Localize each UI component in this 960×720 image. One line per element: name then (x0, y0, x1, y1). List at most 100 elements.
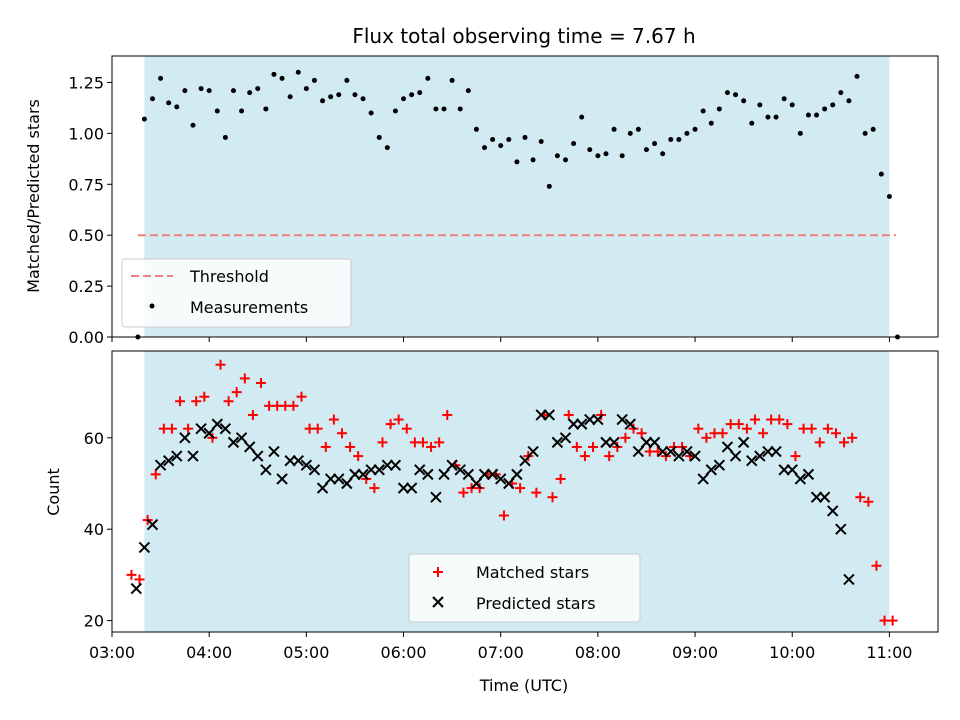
matched-star-point (377, 437, 388, 448)
predicted-star-point (341, 477, 353, 490)
matched-star-point (830, 428, 841, 439)
predicted-star-point (640, 436, 653, 449)
predicted-star-point (324, 473, 337, 485)
predicted-star-point (835, 523, 847, 535)
measurement-point (724, 90, 730, 96)
top-y-tick-label: 0.50 (68, 226, 104, 245)
matched-star-point (887, 615, 898, 626)
matched-star-point (215, 359, 226, 370)
matched-star-point (231, 387, 242, 398)
matched-star-point (604, 451, 615, 462)
measurement-point (247, 90, 253, 96)
predicted-star-point (818, 491, 831, 503)
measurement-point (684, 130, 690, 136)
legend-threshold-label: Threshold (189, 267, 269, 286)
predicted-star-point (478, 468, 491, 481)
top-y-tick-label: 0.25 (68, 277, 104, 296)
predicted-star-point (527, 445, 539, 458)
predicted-star-point (575, 418, 588, 430)
measurement-point (635, 126, 641, 132)
measurement-point (441, 106, 447, 112)
measurement-point (797, 130, 803, 136)
predicted-star-point (754, 450, 766, 462)
measurement-point (660, 151, 666, 157)
legend-measurements-label: Measurements (190, 298, 308, 317)
measurement-point (595, 153, 601, 159)
predicted-star-point (559, 432, 572, 444)
bottom-panel: 20 40 60 03:00 04:00 05:00 06:00 07:00 08:00 09:… (44, 350, 939, 695)
matched-star-point (571, 441, 582, 452)
measurement-point (603, 151, 609, 157)
measurement-point (409, 92, 415, 98)
top-y-axis-title: Matched/Predicted stars (24, 99, 43, 293)
measurement-point (546, 183, 552, 189)
measurement-point (449, 77, 455, 83)
predicted-star-point (276, 473, 288, 485)
measurement-point (741, 98, 747, 104)
measurement-point (149, 96, 155, 102)
measurement-point (287, 94, 293, 100)
bottom-y-tick-label: 20 (84, 612, 104, 631)
matched-star-point (588, 441, 599, 452)
predicted-star-point (616, 413, 628, 426)
measurement-point (166, 100, 172, 106)
top-frame (111, 55, 939, 338)
measurement-point (878, 171, 884, 177)
predicted-star-point (802, 468, 815, 481)
measurement-point (239, 108, 245, 114)
measurement-point (271, 71, 277, 77)
predicted-star-point (171, 450, 183, 462)
measurement-point (457, 106, 463, 112)
predicted-star-point (430, 491, 442, 503)
matched-star-point (733, 419, 744, 430)
matched-star-point (175, 396, 186, 407)
predicted-star-point (187, 450, 199, 462)
measurement-point (846, 98, 852, 104)
matched-star-point (741, 423, 752, 434)
bottom-frame (111, 350, 939, 633)
measurement-point (465, 88, 471, 94)
predicted-star-point (673, 450, 685, 462)
measurement-point (789, 102, 795, 108)
matched-star-point (547, 492, 558, 503)
measurement-point (749, 120, 755, 126)
matched-star-point (336, 428, 347, 439)
measurement-point (643, 147, 649, 153)
matched-star-point (328, 414, 339, 425)
matched-star-point (782, 419, 793, 430)
measurement-point (514, 159, 520, 165)
predicted-star-point (535, 409, 547, 421)
matched-star-point (166, 423, 177, 434)
predicted-star-point (446, 459, 458, 471)
predicted-star-point (462, 468, 475, 481)
measurement-point (473, 126, 479, 132)
x-axis-title: Time (UTC) (479, 676, 568, 695)
matched-star-point (369, 483, 380, 494)
predicted-star-point (843, 573, 855, 586)
matched-star-point (814, 437, 825, 448)
measurement-point (174, 104, 180, 110)
measurement-point (733, 92, 739, 98)
measurement-point (652, 141, 658, 147)
matched-star-point (717, 428, 728, 439)
measurement-point (182, 88, 188, 94)
measurement-point (692, 126, 698, 132)
predicted-star-point (665, 445, 677, 458)
measurement-point (311, 77, 317, 83)
predicted-star-point (357, 468, 369, 481)
measurement-point (870, 126, 876, 132)
measurement-point (336, 92, 342, 98)
matched-star-point (223, 396, 234, 407)
predicted-star-point (292, 454, 304, 467)
measurement-point (368, 110, 374, 116)
matched-star-point (579, 451, 590, 462)
x-tick-label: 10:00 (769, 643, 815, 662)
matched-star-point (442, 409, 453, 420)
predicted-star-point (397, 482, 410, 494)
measurement-point (263, 106, 269, 112)
measurement-point (627, 130, 633, 136)
matched-star-point (417, 437, 428, 448)
matched-star-point (426, 441, 437, 452)
predicted-star-point (405, 482, 418, 494)
matched-star-point (515, 483, 526, 494)
